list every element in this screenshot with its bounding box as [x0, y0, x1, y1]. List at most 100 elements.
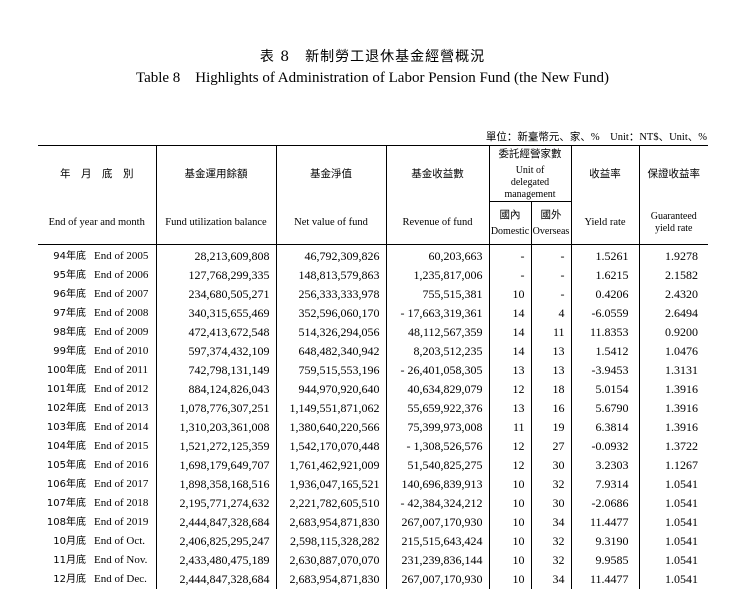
balance-cell: 2,444,847,328,684	[155, 512, 276, 532]
overseas-cell: 32	[530, 474, 572, 494]
balance-cell: 127,768,299,335	[155, 265, 276, 285]
period-cell: 95年底 End of 2006	[38, 266, 156, 285]
domestic-cell: 12	[488, 455, 531, 475]
overseas-cell: -	[530, 284, 572, 304]
domestic-cell: 14	[488, 341, 531, 361]
domestic-cell: 13	[488, 398, 531, 418]
overseas-cell: 18	[530, 379, 572, 399]
period-label-zh: 107年底	[46, 497, 86, 509]
table-row: 94年底 End of 2005 28,213,609,808 46,792,309,…	[38, 244, 709, 266]
period-label-en: End of 2014	[94, 420, 149, 433]
unit-note: 單位：新臺幣元、家、% Unit：NT$、Unit、%	[485, 132, 707, 143]
overseas-cell: 13	[530, 341, 572, 361]
yield-cell: 7.9314	[570, 474, 640, 494]
period-label-en: End of Oct.	[94, 534, 146, 547]
table-body: 94年底 End of 2005 28,213,609,808 46,792,309,…	[38, 244, 709, 589]
domestic-header: 國內 Domestic	[488, 201, 531, 244]
domestic-cell: 14	[488, 322, 531, 342]
balance-cell: 742,798,131,149	[155, 360, 276, 380]
guaranteed-cell: 1.9278	[638, 244, 709, 266]
period-label-en: End of 2006	[94, 268, 149, 281]
revenue-cell: 8,203,512,235	[385, 341, 489, 361]
revenue-cell: 60,203,663	[385, 244, 489, 266]
period-label-en: End of 2017	[94, 477, 149, 490]
net-value-cell: 148,813,579,863	[275, 265, 386, 285]
balance-cell: 234,680,505,271	[155, 284, 276, 304]
yield-cell: 5.0154	[570, 379, 640, 399]
period-cell: 106年底 End of 2017	[38, 475, 156, 494]
domestic-header-en: Domestic	[490, 226, 530, 238]
net-value-cell: 514,326,294,056	[275, 322, 386, 342]
overseas-cell: 11	[530, 322, 572, 342]
period-cell: 94年底 End of 2005	[38, 244, 156, 266]
period-label-en: End of 2018	[94, 496, 149, 509]
revenue-header-zh: 基金收益數	[385, 145, 489, 202]
delegated-header: 委託經營家數 Unit of delegated management	[488, 145, 572, 202]
guaranteed-cell: 2.1582	[638, 265, 709, 285]
yield-cell: 1.5412	[570, 341, 640, 361]
net-value-cell: 2,221,782,605,510	[275, 493, 386, 513]
period-label-zh: 102年底	[46, 402, 86, 414]
net-value-cell: 2,683,954,871,830	[275, 569, 386, 589]
table-header: 年 月 底 別 基金運用餘額 基金淨值 基金收益數 委託經營家數 Unit of…	[38, 145, 709, 244]
overseas-cell: 34	[530, 569, 572, 589]
balance-cell: 472,413,672,548	[155, 322, 276, 342]
domestic-cell: 14	[488, 303, 531, 323]
guaranteed-cell: 0.9200	[638, 322, 709, 342]
revenue-cell: - 17,663,319,361	[385, 303, 489, 323]
overseas-cell: 34	[530, 512, 572, 532]
yield-cell: 11.4477	[570, 512, 640, 532]
table-row: 101年底 End of 2012 884,124,826,043 944,970,9…	[38, 379, 709, 399]
period-cell: 107年底 End of 2018	[38, 494, 156, 513]
revenue-cell: 75,399,973,008	[385, 417, 489, 437]
yield-header-en: Yield rate	[570, 201, 640, 244]
period-label-en: End of 2016	[94, 458, 149, 471]
yield-cell: 0.4206	[570, 284, 640, 304]
table-row: 97年底 End of 2008 340,315,655,469 352,596,06…	[38, 303, 709, 323]
net-value-cell: 256,333,333,978	[275, 284, 386, 304]
period-label-zh: 108年底	[46, 516, 86, 528]
guaranteed-header-zh: 保證收益率	[638, 145, 709, 202]
guaranteed-cell: 1.1267	[638, 455, 709, 475]
guaranteed-cell: 1.3916	[638, 398, 709, 418]
period-label-en: End of 2013	[94, 401, 149, 414]
period-label-en: End of 2015	[94, 439, 149, 452]
domestic-cell: 10	[488, 569, 531, 589]
table-title-chinese: 表 8 新制勞工退休基金經營概況	[259, 49, 486, 65]
yield-cell: 1.5261	[570, 244, 640, 266]
guaranteed-cell: 1.0541	[638, 474, 709, 494]
revenue-cell: - 26,401,058,305	[385, 360, 489, 380]
period-label-en: End of 2008	[94, 306, 149, 319]
domestic-cell: 10	[488, 512, 531, 532]
table-row: 95年底 End of 2006 127,768,299,335 148,813,57…	[38, 265, 709, 285]
guaranteed-header-en: Guaranteed yield rate	[638, 201, 709, 244]
guaranteed-cell: 1.3916	[638, 379, 709, 399]
yield-cell: 11.4477	[570, 569, 640, 589]
period-cell: 103年底 End of 2014	[38, 418, 156, 437]
pension-fund-table: 年 月 底 別 基金運用餘額 基金淨值 基金收益數 委託經營家數 Unit of…	[38, 145, 709, 589]
table-row: 105年底 End of 2016 1,698,179,649,707 1,761,4…	[38, 455, 709, 475]
period-label-zh: 103年底	[46, 421, 86, 433]
table-row: 102年底 End of 2013 1,078,776,307,251 1,149,5…	[38, 398, 709, 418]
revenue-cell: 215,515,643,424	[385, 531, 489, 551]
overseas-cell: 13	[530, 360, 572, 380]
domestic-cell: 10	[488, 493, 531, 513]
guaranteed-cell: 1.0541	[638, 550, 709, 570]
period-label-zh: 94年底	[53, 250, 86, 262]
revenue-cell: 48,112,567,359	[385, 322, 489, 342]
domestic-cell: -	[488, 265, 531, 285]
revenue-cell: 231,239,836,144	[385, 550, 489, 570]
period-label-en: End of Dec.	[94, 572, 147, 585]
overseas-cell: 27	[530, 436, 572, 456]
guaranteed-cell: 1.0541	[638, 493, 709, 513]
guaranteed-cell: 1.0476	[638, 341, 709, 361]
net-value-header-zh: 基金淨值	[275, 145, 386, 202]
period-header-zh: 年 月 底 別	[60, 168, 134, 181]
yield-header-zh: 收益率	[570, 145, 640, 202]
balance-cell: 2,195,771,274,632	[155, 493, 276, 513]
domestic-cell: 10	[488, 531, 531, 551]
balance-cell: 1,521,272,125,359	[155, 436, 276, 456]
yield-cell: 3.2303	[570, 455, 640, 475]
yield-cell: 9.3190	[570, 531, 640, 551]
period-cell: 108年底 End of 2019	[38, 513, 156, 532]
